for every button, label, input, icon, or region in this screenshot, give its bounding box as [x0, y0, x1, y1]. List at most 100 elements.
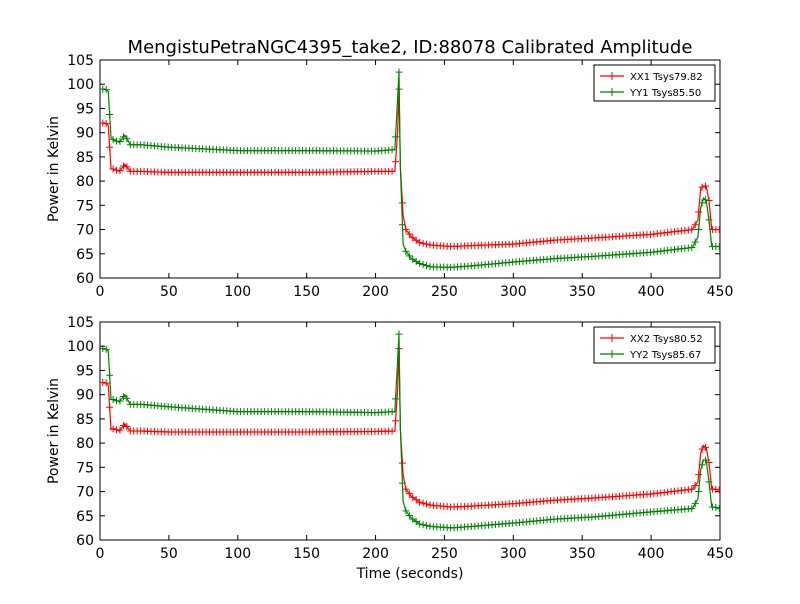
data-point [109, 425, 117, 433]
plot-frame [99, 321, 721, 541]
data-point [702, 443, 710, 451]
data-point [423, 522, 431, 530]
series-yy [100, 330, 720, 532]
data-point [691, 500, 699, 508]
data-point [419, 521, 427, 529]
y-tick-label: 70 [76, 485, 94, 501]
data-point [119, 133, 127, 141]
legend-marker [608, 72, 616, 80]
chart-panel-2: 0 50 100 150 200 250 300 350 400 450 60 65 70 75 80 85 9… [46, 315, 733, 562]
y-tick-label: 60 [76, 271, 94, 287]
data-point [109, 135, 117, 143]
data-point [119, 162, 127, 170]
data-point [695, 488, 703, 496]
x-tick-label: 300 [500, 546, 527, 562]
y-tick-label: 90 [76, 388, 94, 404]
y-tick-label: 85 [76, 150, 94, 166]
data-point [392, 395, 400, 403]
y-tick-label: 65 [76, 247, 94, 263]
y-tick-label: 65 [76, 509, 94, 525]
legend-marker [608, 88, 616, 96]
data-point [691, 482, 699, 489]
data-point [712, 485, 720, 493]
data-point [109, 396, 117, 404]
data-point [116, 167, 124, 175]
legend: XX1 Tsys79.82 YY1 Tsys85.50 [593, 64, 716, 102]
legend-marker [608, 350, 616, 358]
legend-marker [608, 334, 616, 342]
y-tick-label: 70 [76, 223, 94, 239]
data-point [100, 379, 107, 387]
data-point [698, 461, 706, 469]
series-line [102, 348, 720, 508]
y-axis-label: Power in Kelvin [46, 116, 62, 222]
data-point [388, 146, 396, 154]
y-tick-label: 105 [67, 53, 94, 69]
data-point [392, 417, 400, 425]
data-point [116, 137, 124, 145]
x-tick-label: 150 [293, 546, 320, 562]
data-point [116, 397, 124, 405]
data-point [402, 226, 410, 234]
x-tick-label: 100 [224, 546, 251, 562]
data-point [392, 133, 400, 141]
x-tick-label: 50 [160, 284, 178, 300]
x-tick-label: 350 [569, 284, 596, 300]
x-tick-label: 200 [362, 284, 389, 300]
data-point [405, 490, 413, 498]
x-tick-label: 300 [500, 284, 527, 300]
y-tick-label: 75 [76, 460, 94, 476]
data-point [402, 507, 410, 515]
series-line [102, 89, 720, 248]
x-tick-label: 250 [431, 546, 458, 562]
y-tick-label: 80 [76, 436, 94, 452]
data-point [405, 511, 413, 519]
data-point [416, 520, 424, 528]
data-point [402, 485, 410, 493]
y-tick-label: 95 [76, 101, 94, 117]
data-point [106, 403, 114, 411]
data-point [715, 504, 720, 512]
y-tick-label: 80 [76, 174, 94, 190]
data-point [691, 221, 699, 229]
series-xx [100, 85, 720, 250]
data-point [702, 456, 710, 464]
x-tick-label: 400 [638, 284, 665, 300]
data-point [416, 259, 424, 267]
series-yy [100, 68, 720, 271]
data-point [405, 252, 413, 260]
y-tick-label: 105 [67, 315, 94, 331]
legend-box [593, 64, 716, 102]
y-tick-label: 90 [76, 126, 94, 142]
x-tick-label: 200 [362, 546, 389, 562]
data-point [123, 135, 131, 143]
data-point [123, 394, 131, 402]
data-point [715, 486, 720, 494]
data-point [691, 238, 699, 246]
x-tick-label: 50 [160, 546, 178, 562]
legend-label: YY1 Tsys85.50 [629, 88, 701, 99]
data-point [416, 239, 424, 247]
data-point [116, 426, 124, 434]
x-tick-label: 400 [638, 546, 665, 562]
data-point [398, 199, 406, 207]
data-point [123, 163, 131, 171]
data-point [102, 120, 110, 128]
data-point [423, 500, 431, 508]
data-point [102, 379, 110, 387]
data-point [705, 216, 713, 224]
x-tick-label: 100 [224, 284, 251, 300]
y-tick-label: 75 [76, 198, 94, 214]
data-point [398, 459, 406, 467]
chart-panel-1: 0 50 100 150 200 250 300 350 400 450 60 65 70 75 80 85 9… [46, 53, 733, 300]
y-tick-label: 100 [67, 339, 94, 355]
data-point [695, 226, 703, 234]
data-point [715, 226, 720, 234]
data-point [688, 244, 696, 252]
data-point [402, 247, 410, 255]
data-point [100, 85, 107, 93]
data-point [712, 503, 720, 511]
data-point [419, 239, 427, 247]
data-point [698, 183, 706, 191]
